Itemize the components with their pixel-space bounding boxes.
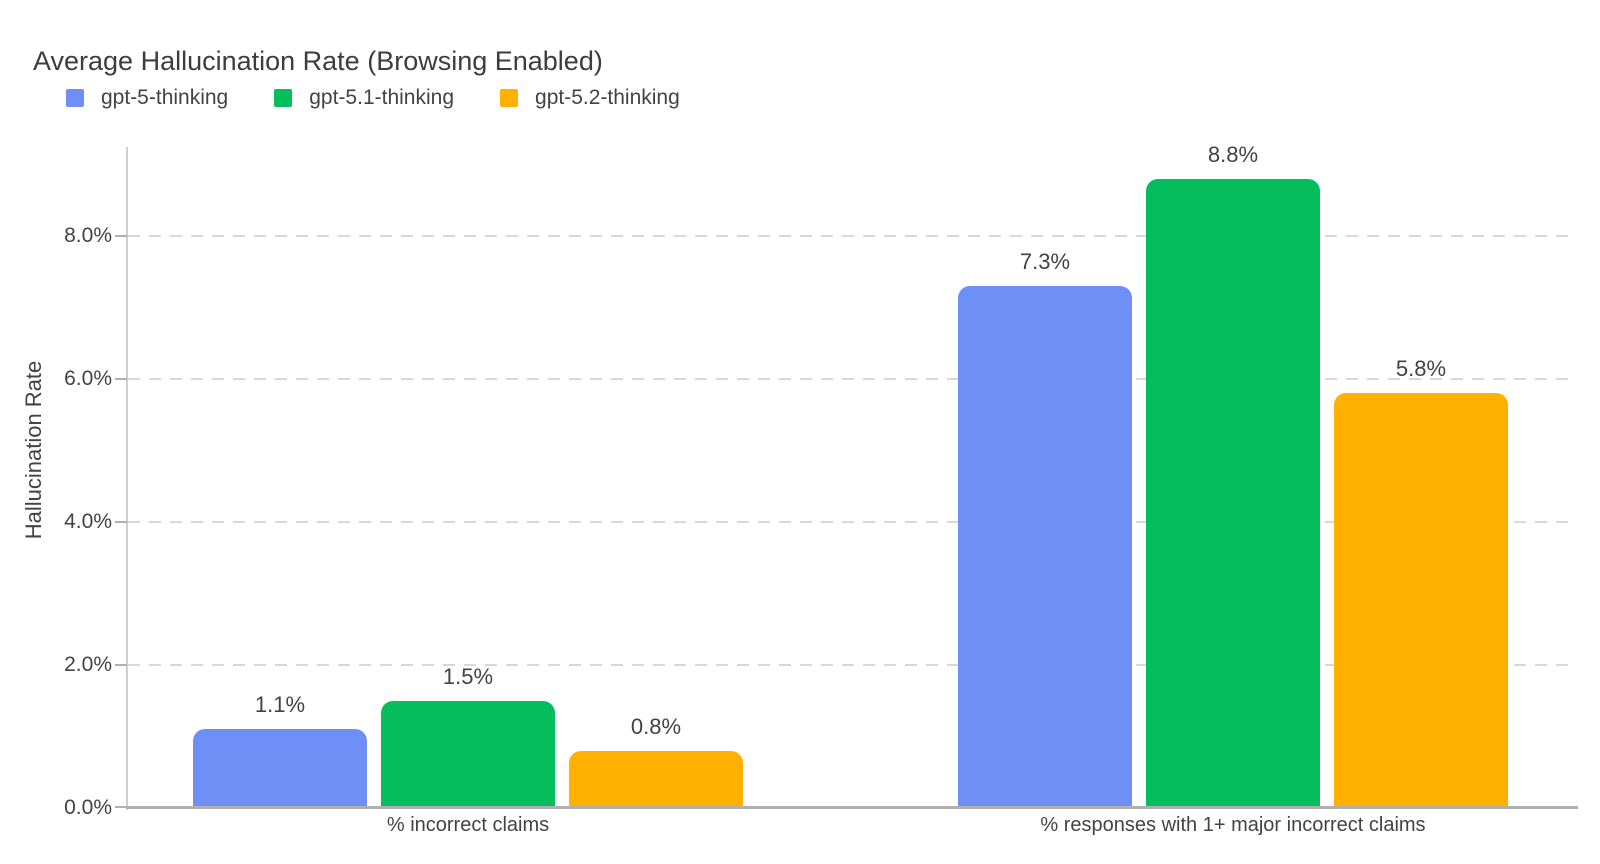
category-label: % responses with 1+ major incorrect clai… (1040, 814, 1426, 836)
legend-swatch-icon (66, 89, 84, 107)
legend-label: gpt-5-thinking (101, 86, 229, 109)
legend-label: gpt-5.2-thinking (535, 86, 680, 109)
category-label: % incorrect claims (386, 814, 550, 836)
bar (1146, 178, 1320, 808)
legend-swatch-icon (500, 89, 519, 107)
y-tick-label: 2.0% (64, 653, 112, 676)
gridline (128, 521, 1570, 523)
bar-value-label: 8.8% (1207, 141, 1259, 167)
bar (958, 286, 1132, 808)
y-tick-label: 8.0% (64, 224, 112, 247)
y-axis-line (126, 147, 128, 810)
tick-mark (115, 378, 127, 380)
bar (569, 750, 743, 808)
bar-value-label: 1.1% (254, 692, 306, 718)
tick-mark (115, 521, 127, 523)
bar-value-label: 5.8% (1395, 356, 1447, 382)
bar (193, 729, 367, 808)
legend-label: gpt-5.1-thinking (309, 86, 455, 109)
bar (381, 700, 555, 808)
tick-mark (115, 235, 127, 237)
chart-title: Average Hallucination Rate (Browsing Ena… (33, 46, 603, 76)
bar-value-label: 1.5% (442, 663, 494, 689)
gridline (128, 378, 1570, 380)
gridline (128, 664, 1570, 666)
y-tick-label: 6.0% (64, 367, 112, 390)
gridline (128, 235, 1570, 237)
y-tick-label: 4.0% (64, 510, 112, 533)
legend-item: gpt-5-thinking (66, 86, 228, 110)
legend: gpt-5-thinking gpt-5.1-thinking gpt-5.2-th… (66, 86, 680, 110)
tick-mark (115, 664, 127, 666)
bar-value-label: 7.3% (1019, 249, 1071, 275)
legend-swatch-icon (274, 89, 293, 107)
tick-mark (115, 806, 127, 808)
legend-item: gpt-5.2-thinking (500, 86, 680, 110)
legend-item: gpt-5.1-thinking (274, 86, 454, 110)
x-axis-line (126, 806, 1578, 809)
bar (1334, 393, 1508, 808)
bar-value-label: 0.8% (630, 713, 682, 739)
y-tick-label: 0.0% (64, 796, 112, 819)
